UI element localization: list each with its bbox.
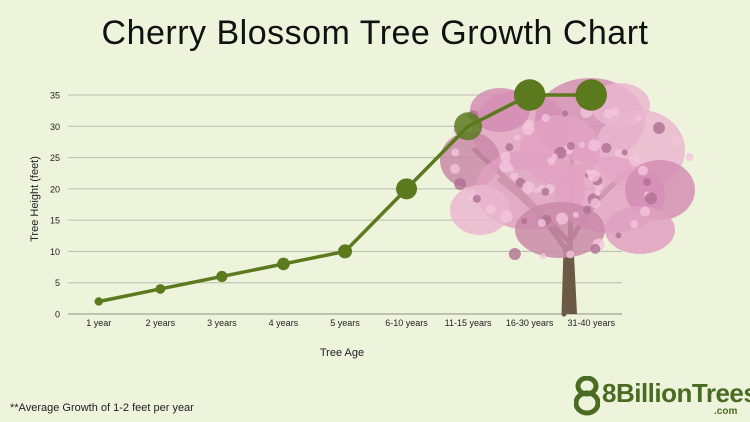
blossom-petal: [485, 203, 496, 214]
y-tick-label: 5: [55, 278, 60, 288]
blossom-petal: [590, 198, 601, 209]
blossom-petal: [637, 165, 648, 176]
tree-base: [563, 255, 577, 314]
y-tick-labels: 0 5 10 15 20 25 30 35: [50, 91, 60, 320]
blossom-petal: [510, 172, 519, 181]
x-axis-title: Tree Age: [320, 347, 364, 359]
brand-name: 8BillionTrees: [602, 378, 750, 408]
blossom-petal: [562, 110, 568, 117]
blossom-petal: [583, 205, 592, 214]
x-tick-label: 2 years: [146, 318, 176, 328]
blossom-cluster: [515, 202, 605, 258]
blossom-petal: [588, 139, 601, 152]
blossom-petal: [521, 218, 528, 225]
y-tick-label: 25: [50, 153, 60, 163]
blossom-petal: [601, 142, 612, 153]
y-tick-label: 20: [50, 184, 60, 194]
blossom-petal: [652, 121, 665, 134]
blossom-petal: [533, 187, 540, 194]
cherry-blossom-tree-illustration: [440, 78, 695, 317]
blossom-petal: [513, 134, 520, 141]
y-tick-label: 30: [50, 122, 60, 132]
blossom-petal: [614, 148, 623, 157]
data-point: [94, 297, 103, 306]
blossom-petal: [630, 220, 639, 229]
brand-logo[interactable]: 8BillionTrees .com: [574, 374, 750, 417]
blossom-petal: [578, 141, 585, 148]
blossom-petal: [524, 119, 535, 130]
data-point: [454, 112, 483, 141]
blossom-petal: [500, 151, 511, 162]
blossom-petal: [522, 181, 535, 194]
blossom-petal: [499, 160, 512, 173]
x-tick-label: 1 year: [86, 318, 111, 328]
blossom-petal: [671, 136, 682, 147]
x-tick-label: 3 years: [207, 318, 237, 328]
blossom-cluster: [450, 185, 510, 235]
y-tick-label: 15: [50, 216, 60, 226]
number-eight-tree-icon: [574, 376, 600, 416]
blossom-petal: [590, 243, 601, 254]
blossom-petal: [505, 143, 514, 152]
blossom-petal: [640, 206, 651, 217]
blossom-petal: [611, 107, 620, 116]
data-point: [338, 244, 352, 259]
blossom-petal: [603, 108, 614, 119]
blossom-petal: [685, 152, 694, 161]
data-point: [155, 284, 166, 294]
blossom-petal: [585, 169, 592, 176]
blossom-petal: [629, 154, 642, 167]
x-tick-label: 11-15 years: [445, 318, 492, 328]
blossom-petal: [621, 149, 628, 156]
brand-suffix: .com: [714, 406, 738, 417]
blossom-petal: [635, 115, 642, 122]
blossom-petal: [572, 211, 579, 218]
blossom-petal: [500, 210, 513, 223]
blossom-cluster: [605, 206, 675, 254]
y-tick-label: 0: [55, 310, 60, 320]
y-tick-label: 35: [50, 91, 60, 101]
data-point: [277, 257, 290, 271]
x-tick-label: 16-30 years: [506, 318, 554, 328]
data-point: [396, 178, 418, 200]
data-point: [513, 79, 546, 111]
x-tick-label: 31-40 years: [567, 318, 615, 328]
y-axis-title: Tree Height (feet): [29, 156, 41, 242]
blossom-petal: [594, 189, 601, 196]
blossom-petal: [472, 194, 481, 203]
blossom-petal: [541, 113, 550, 122]
blossom-petal: [540, 253, 547, 260]
blossom-petal: [547, 157, 556, 166]
blossom-petal: [566, 142, 575, 151]
blossom-petal: [556, 212, 569, 225]
series-points: [94, 79, 607, 306]
blossom-petal: [541, 187, 550, 196]
blossom-petal: [645, 192, 658, 205]
blossom-petal: [451, 148, 460, 157]
blossom-petal: [615, 232, 622, 239]
blossom-petal: [566, 250, 575, 259]
data-point: [216, 270, 228, 283]
x-tick-labels: 1 year 2 years 3 years 4 years 5 years 6-10 y…: [86, 318, 615, 328]
chart-title: Cherry Blossom Tree Growth Chart: [101, 14, 649, 52]
blossom-petal: [454, 178, 467, 191]
blossom-petal: [450, 163, 461, 174]
blossom-petal: [537, 218, 546, 227]
x-tick-label: 5 years: [330, 318, 360, 328]
x-tick-label: 6-10 years: [385, 318, 428, 328]
blossom-petal: [508, 247, 521, 260]
x-tick-label: 4 years: [269, 318, 299, 328]
data-point: [575, 79, 607, 111]
footnote: **Average Growth of 1-2 feet per year: [10, 402, 194, 414]
blossom-petal: [643, 178, 652, 187]
y-tick-label: 10: [50, 247, 60, 257]
blossom-petal: [466, 194, 473, 201]
